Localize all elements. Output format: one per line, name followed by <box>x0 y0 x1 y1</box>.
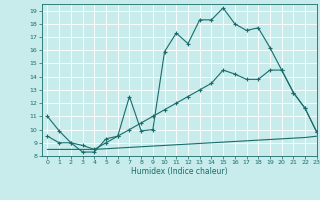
X-axis label: Humidex (Indice chaleur): Humidex (Indice chaleur) <box>131 167 228 176</box>
